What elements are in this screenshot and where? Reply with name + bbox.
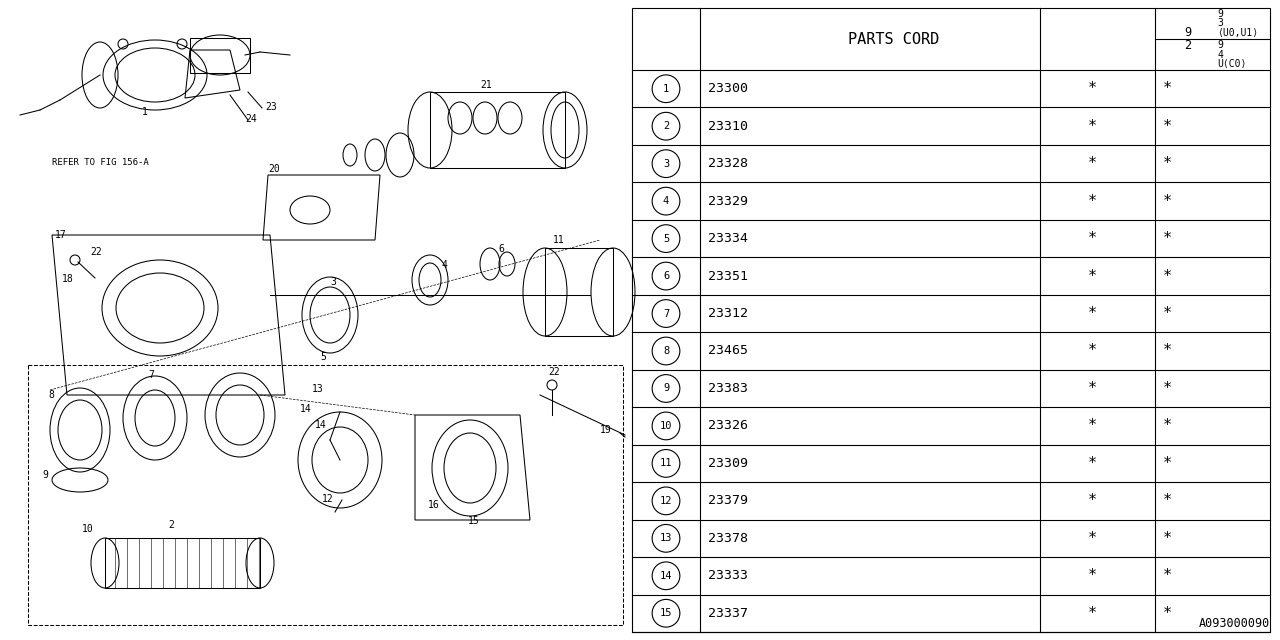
Text: *: * [1088,493,1097,508]
Text: 23312: 23312 [708,307,748,320]
Text: *: * [1164,231,1172,246]
Text: *: * [1164,531,1172,546]
Text: 18: 18 [61,274,74,284]
Text: 23351: 23351 [708,269,748,283]
Text: *: * [1164,493,1172,508]
Text: 11: 11 [659,458,672,468]
Text: 23465: 23465 [708,344,748,358]
Text: *: * [1164,419,1172,433]
Text: *: * [1088,269,1097,284]
Text: 15: 15 [659,608,672,618]
Text: 21: 21 [480,80,492,90]
Text: *: * [1164,306,1172,321]
Text: 23326: 23326 [708,419,748,433]
Text: *: * [1164,156,1172,171]
Text: 5: 5 [320,352,326,362]
Text: 13: 13 [312,384,324,394]
Text: *: * [1164,269,1172,284]
Text: 8: 8 [49,390,54,400]
Text: REFER TO FIG 156-A: REFER TO FIG 156-A [52,158,148,167]
Text: *: * [1164,456,1172,471]
Text: *: * [1088,606,1097,621]
Text: *: * [1088,568,1097,583]
Text: 23378: 23378 [708,532,748,545]
Text: 9
4
U⟨C0⟩: 9 4 U⟨C0⟩ [1217,40,1247,68]
Text: 23310: 23310 [708,120,748,132]
Text: *: * [1164,344,1172,358]
Text: 20: 20 [268,164,280,174]
Text: *: * [1164,81,1172,96]
Text: 23300: 23300 [708,82,748,95]
Text: *: * [1164,568,1172,583]
Text: A093000090: A093000090 [1199,617,1270,630]
Text: *: * [1088,381,1097,396]
Text: *: * [1088,231,1097,246]
Text: 10: 10 [659,421,672,431]
Text: PARTS CORD: PARTS CORD [847,31,940,47]
Text: 23333: 23333 [708,570,748,582]
Text: *: * [1088,81,1097,96]
Text: 2: 2 [168,520,174,530]
Text: 4: 4 [663,196,669,206]
Text: 23328: 23328 [708,157,748,170]
Text: *: * [1164,606,1172,621]
Text: 14: 14 [315,420,326,430]
Text: 24: 24 [244,114,257,124]
Text: 3: 3 [663,159,669,169]
Text: 12: 12 [323,494,334,504]
Text: 9: 9 [663,383,669,394]
Text: 8: 8 [663,346,669,356]
Text: *: * [1088,156,1097,171]
Text: 7: 7 [663,308,669,319]
Text: 9
2: 9 2 [1184,26,1192,52]
Text: 23379: 23379 [708,494,748,508]
Bar [189,38,250,73]
Text: 23: 23 [265,102,276,112]
Text: *: * [1088,456,1097,471]
Text: 14: 14 [659,571,672,581]
Text: *: * [1164,194,1172,209]
Text: 11: 11 [553,235,564,245]
Bar [105,538,260,588]
Text: 15: 15 [468,516,480,526]
Text: *: * [1088,344,1097,358]
Text: 10: 10 [82,524,93,534]
Text: *: * [1088,306,1097,321]
Text: 22: 22 [548,367,559,377]
Text: *: * [1088,531,1097,546]
Text: 23383: 23383 [708,382,748,395]
Text: 17: 17 [55,230,67,240]
Bar [28,365,623,625]
Text: *: * [1088,118,1097,134]
Text: 22: 22 [90,247,101,257]
Text: 19: 19 [600,425,612,435]
Text: 5: 5 [663,234,669,244]
Text: *: * [1164,381,1172,396]
Bar [632,8,1270,632]
Text: 23309: 23309 [708,457,748,470]
Text: 4: 4 [442,260,448,270]
Text: 6: 6 [663,271,669,281]
Text: 9
3
⟨U0,U1⟩: 9 3 ⟨U0,U1⟩ [1217,10,1258,38]
Text: *: * [1164,118,1172,134]
Text: 14: 14 [300,404,312,414]
Text: 23337: 23337 [708,607,748,620]
Text: 6: 6 [498,244,504,254]
Text: 12: 12 [659,496,672,506]
Text: 16: 16 [428,500,440,510]
Text: *: * [1088,419,1097,433]
Text: *: * [1088,194,1097,209]
Text: 1: 1 [142,107,148,117]
Text: 13: 13 [659,533,672,543]
Bar [430,92,564,168]
Text: 7: 7 [148,370,154,380]
Text: 1: 1 [663,84,669,93]
Text: 3: 3 [330,277,335,287]
Text: 2: 2 [663,121,669,131]
Text: 23329: 23329 [708,195,748,207]
Text: 9: 9 [42,470,47,480]
Text: 23334: 23334 [708,232,748,245]
Bar [545,248,613,336]
